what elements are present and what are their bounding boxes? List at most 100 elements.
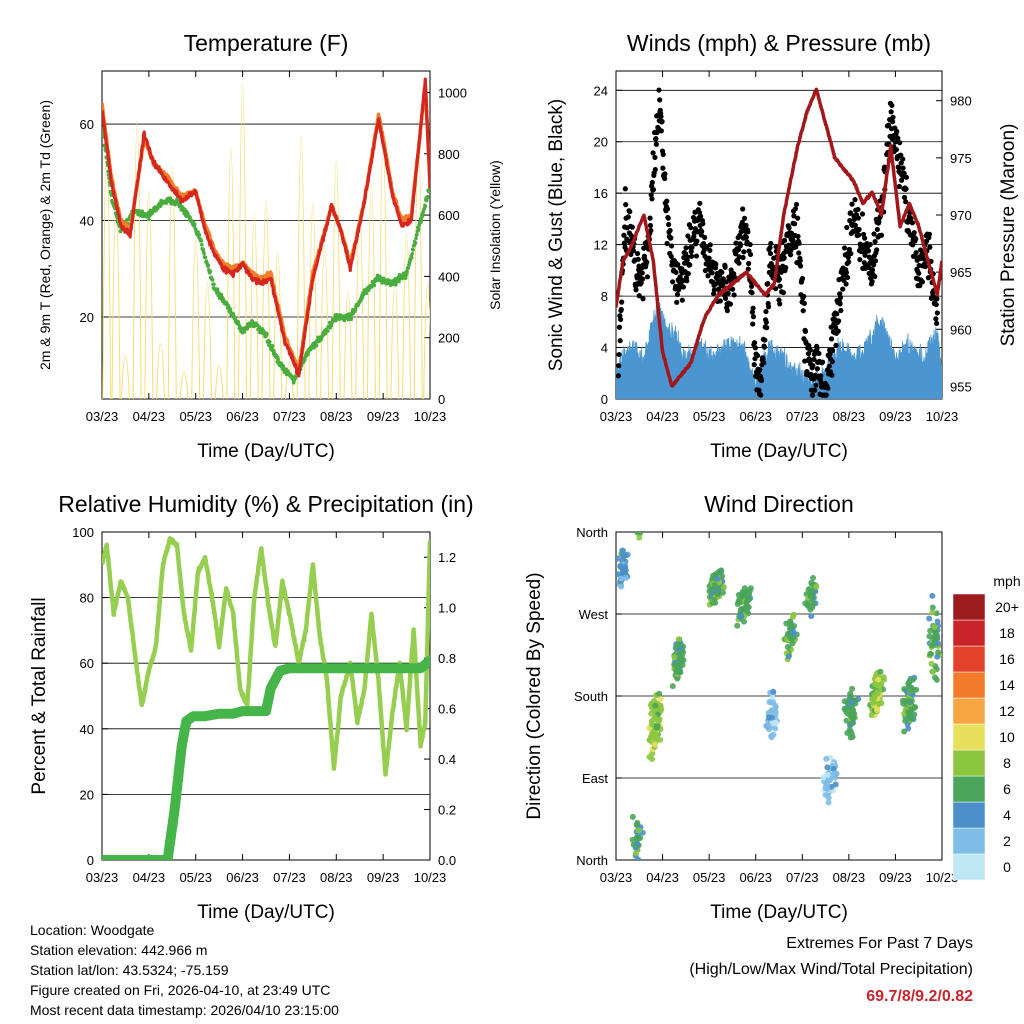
gust-point xyxy=(773,244,779,250)
direction-point xyxy=(908,687,915,694)
gust-point xyxy=(812,387,818,393)
gust-point xyxy=(750,305,756,311)
gust-point xyxy=(767,245,773,251)
y2-tick-label: 0.8 xyxy=(438,651,456,666)
solar-line xyxy=(179,371,189,399)
direction-point xyxy=(619,547,626,554)
gust-point xyxy=(664,240,670,247)
direction-point xyxy=(674,642,681,649)
solar-line xyxy=(320,245,330,399)
direction-point xyxy=(675,636,682,643)
dewpoint-point xyxy=(140,209,145,214)
y-tick-label: 12 xyxy=(594,238,608,253)
x-tick-label: 03/23 xyxy=(86,409,119,424)
location-text: Location: Woodgate xyxy=(30,922,155,938)
direction-point xyxy=(874,707,881,714)
gust-point xyxy=(697,213,704,219)
gust-point xyxy=(933,301,939,308)
y2-tick-label: 0.6 xyxy=(438,702,456,717)
gust-point xyxy=(617,338,623,344)
x-tick-label: 10/23 xyxy=(414,409,447,424)
gust-point xyxy=(618,306,624,313)
dewpoint-point xyxy=(403,276,408,280)
gust-point xyxy=(630,248,637,254)
gust-point xyxy=(834,311,840,317)
gust-point xyxy=(662,171,668,177)
dewpoint-point xyxy=(265,332,269,337)
y2-tick-label: 400 xyxy=(438,269,460,284)
dewpoint-point xyxy=(202,251,206,256)
dewpoint-point xyxy=(419,219,423,224)
gust-point xyxy=(763,308,769,315)
direction-point xyxy=(772,702,779,709)
gust-point xyxy=(669,243,675,249)
gust-point xyxy=(659,118,665,125)
colorbar-label: 4 xyxy=(1003,807,1011,823)
gust-point xyxy=(856,232,862,238)
solar-line xyxy=(249,214,259,399)
gust-point xyxy=(768,240,774,247)
gust-point xyxy=(658,113,664,120)
direction-point xyxy=(929,604,936,611)
gust-point xyxy=(800,293,807,299)
gust-point xyxy=(869,278,875,285)
direction-point xyxy=(785,631,792,638)
gust-point xyxy=(706,255,712,261)
dewpoint-point xyxy=(425,194,430,199)
extremes-subtitle: (High/Low/Max Wind/Total Precipitation) xyxy=(689,961,973,978)
solar-line xyxy=(238,82,248,399)
gust-point xyxy=(662,175,668,182)
dewpoint-point xyxy=(410,251,414,256)
y2-tick-label: 960 xyxy=(950,322,972,337)
gust-point xyxy=(777,301,783,307)
x-axis-label: Time (Day/UTC) xyxy=(197,441,335,462)
direction-point xyxy=(669,683,676,690)
direction-point xyxy=(711,596,718,603)
gust-point xyxy=(916,270,922,276)
extremes-title: Extremes For Past 7 Days xyxy=(786,935,973,952)
gust-point xyxy=(797,257,803,264)
gust-point xyxy=(629,224,635,230)
direction-point xyxy=(651,697,658,704)
gust-point xyxy=(688,249,694,255)
gust-point xyxy=(865,248,872,254)
direction-point xyxy=(899,697,906,704)
y-tick-label: 40 xyxy=(80,722,94,737)
gust-point xyxy=(867,241,873,248)
gust-point xyxy=(773,286,779,292)
y2-tick-label: 200 xyxy=(438,331,460,346)
gust-point xyxy=(830,347,836,353)
direction-point xyxy=(768,699,775,706)
direction-point xyxy=(810,574,817,581)
direction-point xyxy=(823,755,830,762)
y2-tick-label: 1.2 xyxy=(438,550,456,565)
gust-point xyxy=(740,206,746,212)
timestamp-text: Most recent data timestamp: 2026/04/10 2… xyxy=(30,1002,339,1018)
x-tick-label: 09/23 xyxy=(879,870,912,885)
solar-line xyxy=(167,165,177,399)
y2-axis-label: Station Pressure (Maroon) xyxy=(998,124,1019,347)
gust-point xyxy=(761,360,767,366)
y-tick-label: 0 xyxy=(87,853,94,868)
direction-point xyxy=(935,649,942,656)
x-axis-label: Time (Day/UTC) xyxy=(710,441,848,462)
direction-point xyxy=(849,706,856,713)
gust-point xyxy=(837,294,844,301)
gust-point xyxy=(933,320,940,327)
direction-point xyxy=(636,534,643,541)
gust-point xyxy=(787,252,794,258)
colorbar-label: 10 xyxy=(999,729,1015,745)
gust-point xyxy=(814,346,820,352)
solar-line xyxy=(214,364,224,399)
direction-point xyxy=(848,698,855,705)
dewpoint-point xyxy=(314,343,319,348)
direction-point xyxy=(714,575,721,582)
direction-point xyxy=(847,734,854,741)
direction-point xyxy=(822,791,829,798)
gust-point xyxy=(810,362,816,369)
gust-point xyxy=(656,87,662,93)
colorbar-label: 16 xyxy=(999,651,1015,667)
gust-point xyxy=(793,244,799,250)
y2-tick-label: 970 xyxy=(950,208,972,223)
gust-point xyxy=(927,244,933,250)
